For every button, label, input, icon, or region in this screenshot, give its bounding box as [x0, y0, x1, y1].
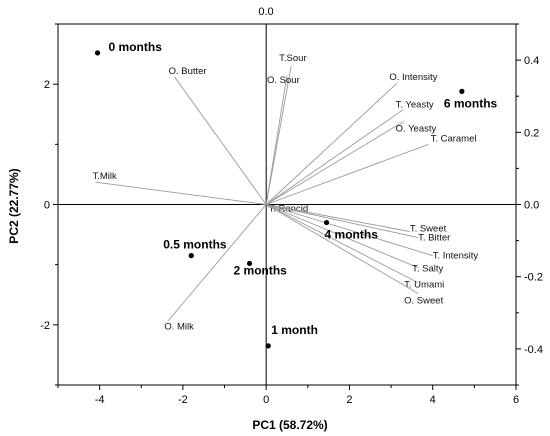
x-tick-label: 6 — [513, 394, 519, 406]
x-axis-title: PC1 (58.72%) — [252, 418, 327, 432]
loading-label: T. Salty — [412, 264, 443, 275]
y-tick-label: 2 — [44, 79, 50, 91]
loading-vector — [265, 121, 404, 205]
top-axis-zero-label: 0.0 — [258, 6, 273, 18]
right-tick-label: 0.2 — [524, 127, 539, 139]
score-point — [459, 88, 465, 94]
loading-label: O. Intensity — [389, 72, 437, 83]
loading-vector — [266, 204, 419, 269]
loading-vector — [265, 204, 419, 294]
y-tick-label: -2 — [40, 320, 50, 332]
score-label: 0.5 months — [163, 238, 227, 252]
x-tick-label: -4 — [95, 394, 105, 406]
x-tick-label: 0 — [263, 394, 269, 406]
score-point — [323, 219, 330, 226]
loading-vector — [265, 82, 398, 205]
loading-label: T.Milk — [92, 171, 117, 182]
score-point — [265, 343, 271, 349]
x-tick-label: 2 — [346, 394, 352, 406]
score-point — [94, 50, 101, 56]
x-tick-label: 4 — [430, 394, 436, 406]
loading-label: T. Yeasty — [396, 99, 434, 110]
loading-vector — [167, 204, 267, 321]
loading-label: O. Yeasty — [396, 123, 437, 134]
score-points: 0 months 0.5 months 2 months 1 month 4 month… — [94, 40, 498, 349]
x-tick-label: -2 — [178, 394, 188, 406]
loading-label: T. Caramel — [431, 133, 477, 144]
loading-label: T. Umami — [404, 280, 444, 291]
loading-label: O. Sweet — [404, 296, 443, 307]
loading-vectors: O. Butter T.Sour O. Sour O. Intensity T. Yea… — [92, 53, 478, 333]
axis-titles: 0.0 PC1 (58.72%) PC2 (22.77%) — [7, 6, 328, 432]
axis-ticks: -4 -2 0 2 4 6 -2 0 2 -0.4 -0.2 0.0 0.2 0.4 — [40, 23, 543, 406]
right-tick-label: -0.4 — [524, 344, 543, 356]
right-tick-label: 0.0 — [524, 200, 539, 212]
loading-vector — [266, 204, 433, 257]
score-label: 1 month — [271, 323, 318, 337]
loading-label: O. Milk — [164, 322, 194, 333]
y-tick-label: 0 — [44, 200, 50, 212]
loading-vector — [174, 76, 267, 205]
loading-label: T.Sour — [279, 53, 306, 64]
loading-vector — [265, 204, 419, 284]
score-label: 6 months — [444, 96, 498, 110]
score-label: 2 months — [234, 263, 288, 277]
loading-label: T. Intensity — [433, 251, 479, 262]
loading-vector — [95, 181, 267, 205]
loading-vector — [265, 75, 288, 205]
loading-label: O. Sour — [267, 75, 300, 86]
loading-label: T. Bitter — [418, 233, 450, 244]
loading-label: T. Sweet — [410, 224, 447, 235]
loading-label: O. Butter — [169, 66, 207, 77]
loading-vector — [266, 204, 410, 233]
score-point — [188, 253, 194, 259]
right-tick-label: 0.4 — [524, 55, 539, 67]
score-label: 0 months — [109, 40, 163, 54]
loading-vector — [265, 109, 404, 205]
loading-vector — [266, 204, 419, 239]
loading-vector — [266, 143, 429, 205]
score-point — [246, 260, 253, 267]
score-label: 4 months — [325, 228, 379, 242]
y-axis-title: PC2 (22.77%) — [7, 168, 21, 243]
right-tick-label: -0.2 — [524, 272, 543, 284]
